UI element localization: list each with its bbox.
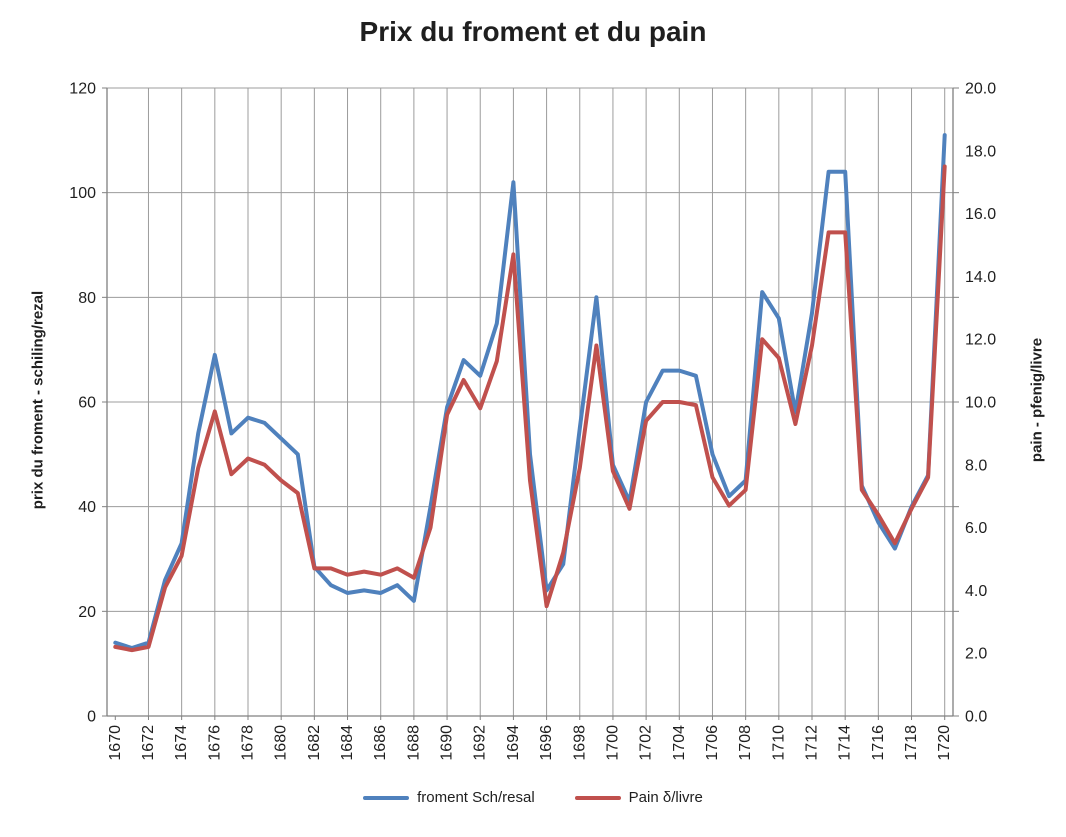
legend-swatch-froment [363,795,410,800]
y-left-tick-labels: 0 20 40 60 80 100 120 [69,81,96,726]
legend-label-froment: froment Sch/resal [417,789,535,806]
chart-title: Prix du froment et du pain [359,16,707,47]
x-tick-label: 1700 [604,725,621,761]
y-right-tick-label: 10.0 [965,395,996,412]
y-right-tick-label: 16.0 [965,206,996,223]
y-left-tick-label: 60 [78,395,96,412]
y-right-tick-label: 12.0 [965,332,996,349]
x-tick-label: 1702 [638,725,655,761]
x-tick-label: 1682 [306,725,323,761]
x-tick-label: 1710 [770,725,787,761]
y-right-tick-label: 8.0 [965,457,987,474]
y-left-tick-label: 40 [78,499,96,516]
x-tick-label: 1674 [173,725,190,761]
x-tick-label: 1714 [837,725,854,761]
x-tick-label: 1696 [538,725,555,761]
y-right-tick-label: 14.0 [965,269,996,286]
froment-line [113,133,947,650]
legend-item-froment: froment Sch/resal [363,789,535,806]
x-tick-label: 1720 [936,725,953,761]
x-tick-label: 1692 [472,725,489,761]
pain-line [113,164,947,653]
x-tick-label: 1708 [737,725,754,761]
x-tick-label: 1686 [372,725,389,761]
y-right-tick-label: 2.0 [965,646,987,663]
y-right-tick-label: 6.0 [965,520,987,537]
x-tick-label: 1716 [870,725,887,761]
x-tick-label: 1698 [571,725,588,761]
x-tick-label: 1704 [671,725,688,761]
axis-lines [106,88,954,717]
y-left-tick-label: 0 [87,709,96,726]
x-tick-label: 1680 [273,725,290,761]
y-right-tick-label: 4.0 [965,583,987,600]
plot-area: 0 20 40 60 80 100 120 0.0 2.0 4.0 6.0 8.0 10.0 12.0 1… [69,81,996,761]
y-right-tick-label: 0.0 [965,709,987,726]
x-tick-label: 1694 [505,725,522,761]
y-left-tick-label: 100 [69,185,96,202]
x-tick-label: 1684 [339,725,356,761]
y-left-tick-label: 20 [78,604,96,621]
legend-item-pain: Pain δ/livre [574,789,703,806]
y-right-tick-label: 20.0 [965,81,996,98]
legend: froment Sch/resal Pain δ/livre [0,789,1066,806]
x-tick-label: 1676 [206,725,223,761]
x-tick-label: 1678 [240,725,257,761]
x-tick-label: 1672 [140,725,157,761]
y-left-tick-label: 120 [69,81,96,98]
x-tick-label: 1670 [107,725,124,761]
y-left-tick-label: 80 [78,290,96,307]
x-tick-labels: 1670 1672 1674 1676 1678 1680 1682 1684 1686 1688… [107,725,953,761]
x-tick-label: 1718 [903,725,920,761]
y-right-tick-label: 18.0 [965,143,996,160]
legend-label-pain: Pain δ/livre [628,789,703,806]
series-lines [113,133,947,653]
x-tick-label: 1688 [405,725,422,761]
x-tick-label: 1706 [704,725,721,761]
x-tick-label: 1712 [804,725,821,761]
x-tick-label: 1690 [439,725,456,761]
legend-swatch-pain [574,795,621,800]
axis-ticks [102,87,959,720]
y-right-tick-labels: 0.0 2.0 4.0 6.0 8.0 10.0 12.0 14.0 16.0 18.0 20.0 [965,81,996,726]
